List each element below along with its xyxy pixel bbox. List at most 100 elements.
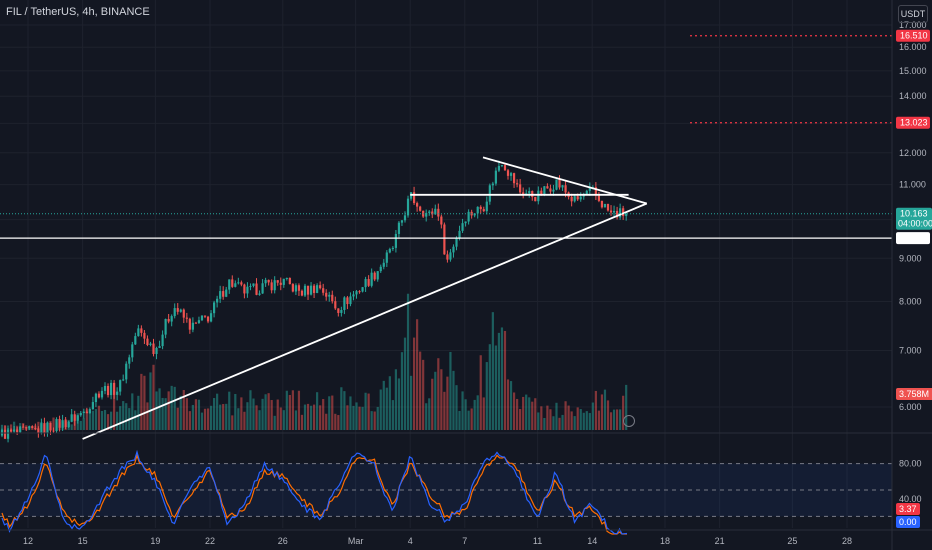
volume-bar bbox=[582, 412, 585, 430]
candle-body bbox=[28, 426, 31, 429]
candle-body bbox=[491, 183, 494, 186]
volume-bar bbox=[303, 404, 307, 430]
candle-body bbox=[352, 294, 355, 297]
volume-bar bbox=[155, 391, 158, 430]
candle-body bbox=[412, 192, 416, 204]
candle-body bbox=[225, 289, 228, 297]
volume-bars bbox=[0, 293, 628, 430]
volume-bar bbox=[528, 397, 531, 430]
volume-bar bbox=[470, 408, 473, 430]
candle-body bbox=[34, 427, 37, 429]
candle-body bbox=[355, 291, 358, 295]
candle-body bbox=[40, 423, 43, 434]
volume-bar bbox=[9, 424, 13, 430]
candle-body bbox=[113, 382, 116, 395]
volume-bar bbox=[234, 394, 237, 430]
candle-body bbox=[561, 185, 564, 188]
countdown-label: 04:00:00 bbox=[898, 219, 932, 229]
candle-body bbox=[6, 429, 10, 439]
volume-bar bbox=[509, 381, 513, 430]
volume-bar bbox=[428, 398, 431, 430]
candle-body bbox=[416, 203, 419, 207]
currency-button[interactable]: USDT bbox=[898, 5, 928, 23]
candle-body bbox=[428, 211, 431, 213]
price-line-label: 9.508 bbox=[900, 233, 923, 243]
candle-body bbox=[122, 379, 125, 381]
volume-bar bbox=[461, 391, 464, 430]
candle-body bbox=[370, 272, 373, 286]
candle-body bbox=[152, 343, 155, 354]
candle-body bbox=[597, 195, 601, 201]
volume-bar bbox=[343, 391, 346, 430]
price-line-label: 13.023 bbox=[900, 118, 928, 128]
candle-body bbox=[167, 318, 170, 322]
candle-body bbox=[316, 285, 319, 293]
volume-bar bbox=[140, 373, 143, 430]
volume-bar bbox=[440, 369, 443, 430]
price-line-label-bg bbox=[896, 29, 930, 42]
volume-bar bbox=[443, 391, 446, 430]
volume-bar bbox=[231, 415, 234, 430]
volume-bar bbox=[437, 358, 440, 430]
volume-bar bbox=[494, 345, 497, 430]
volume-bar bbox=[622, 395, 625, 430]
trendline bbox=[482, 156, 648, 205]
candle-body bbox=[19, 426, 22, 433]
volume-bar bbox=[252, 398, 255, 430]
volume-bar bbox=[225, 403, 228, 430]
candle-body bbox=[476, 206, 479, 214]
candle-body bbox=[319, 285, 322, 289]
candle-body bbox=[197, 320, 201, 323]
candle-body bbox=[76, 415, 79, 421]
volume-bar bbox=[6, 425, 10, 430]
candle-body bbox=[394, 233, 397, 248]
volume-bar bbox=[328, 396, 331, 430]
candle-body bbox=[252, 283, 255, 286]
volume-bar bbox=[609, 412, 613, 430]
candle-body bbox=[140, 328, 143, 333]
volume-bar bbox=[91, 410, 94, 430]
candle-body bbox=[119, 380, 122, 392]
volume-bar bbox=[476, 395, 479, 430]
volume-bar bbox=[194, 399, 198, 430]
candle-body bbox=[282, 278, 285, 285]
volume-bar bbox=[191, 404, 194, 430]
candle-body bbox=[537, 190, 540, 202]
volume-bar bbox=[570, 411, 573, 430]
candle-body bbox=[367, 279, 370, 286]
time-tick-label: 25 bbox=[787, 536, 797, 546]
candle-body bbox=[449, 252, 452, 260]
candle-body bbox=[82, 411, 85, 414]
volume-bar bbox=[619, 409, 622, 430]
candle-body bbox=[309, 285, 313, 295]
volume-bar bbox=[482, 397, 485, 430]
candle-body bbox=[473, 213, 476, 216]
volume-bar bbox=[113, 390, 116, 430]
candle-body bbox=[103, 385, 107, 391]
candle-body bbox=[16, 429, 19, 433]
current-price-label-bg bbox=[896, 207, 932, 230]
volume-bar bbox=[573, 416, 576, 430]
candle-body bbox=[376, 271, 379, 280]
candle-body bbox=[364, 279, 367, 288]
volume-bar bbox=[179, 395, 182, 430]
candle-body bbox=[431, 211, 434, 215]
candle-body bbox=[237, 282, 240, 284]
candle-body bbox=[164, 318, 167, 335]
volume-bar bbox=[531, 401, 534, 430]
volume-bar bbox=[109, 411, 113, 430]
candle-body bbox=[343, 297, 346, 310]
drawings[interactable] bbox=[0, 35, 892, 440]
candle-body bbox=[182, 309, 185, 318]
volume-bar bbox=[219, 404, 222, 430]
candle-body bbox=[494, 170, 497, 184]
volume-bar bbox=[391, 400, 394, 430]
volume-bar bbox=[625, 384, 628, 430]
symbol-title[interactable]: FIL / TetherUS, 4h, BINANCE bbox=[6, 6, 150, 18]
volume-bar bbox=[394, 369, 397, 430]
candle-body bbox=[500, 165, 504, 167]
volume-bar bbox=[97, 405, 101, 430]
volume-bar bbox=[485, 362, 488, 430]
candle-body bbox=[158, 346, 161, 348]
